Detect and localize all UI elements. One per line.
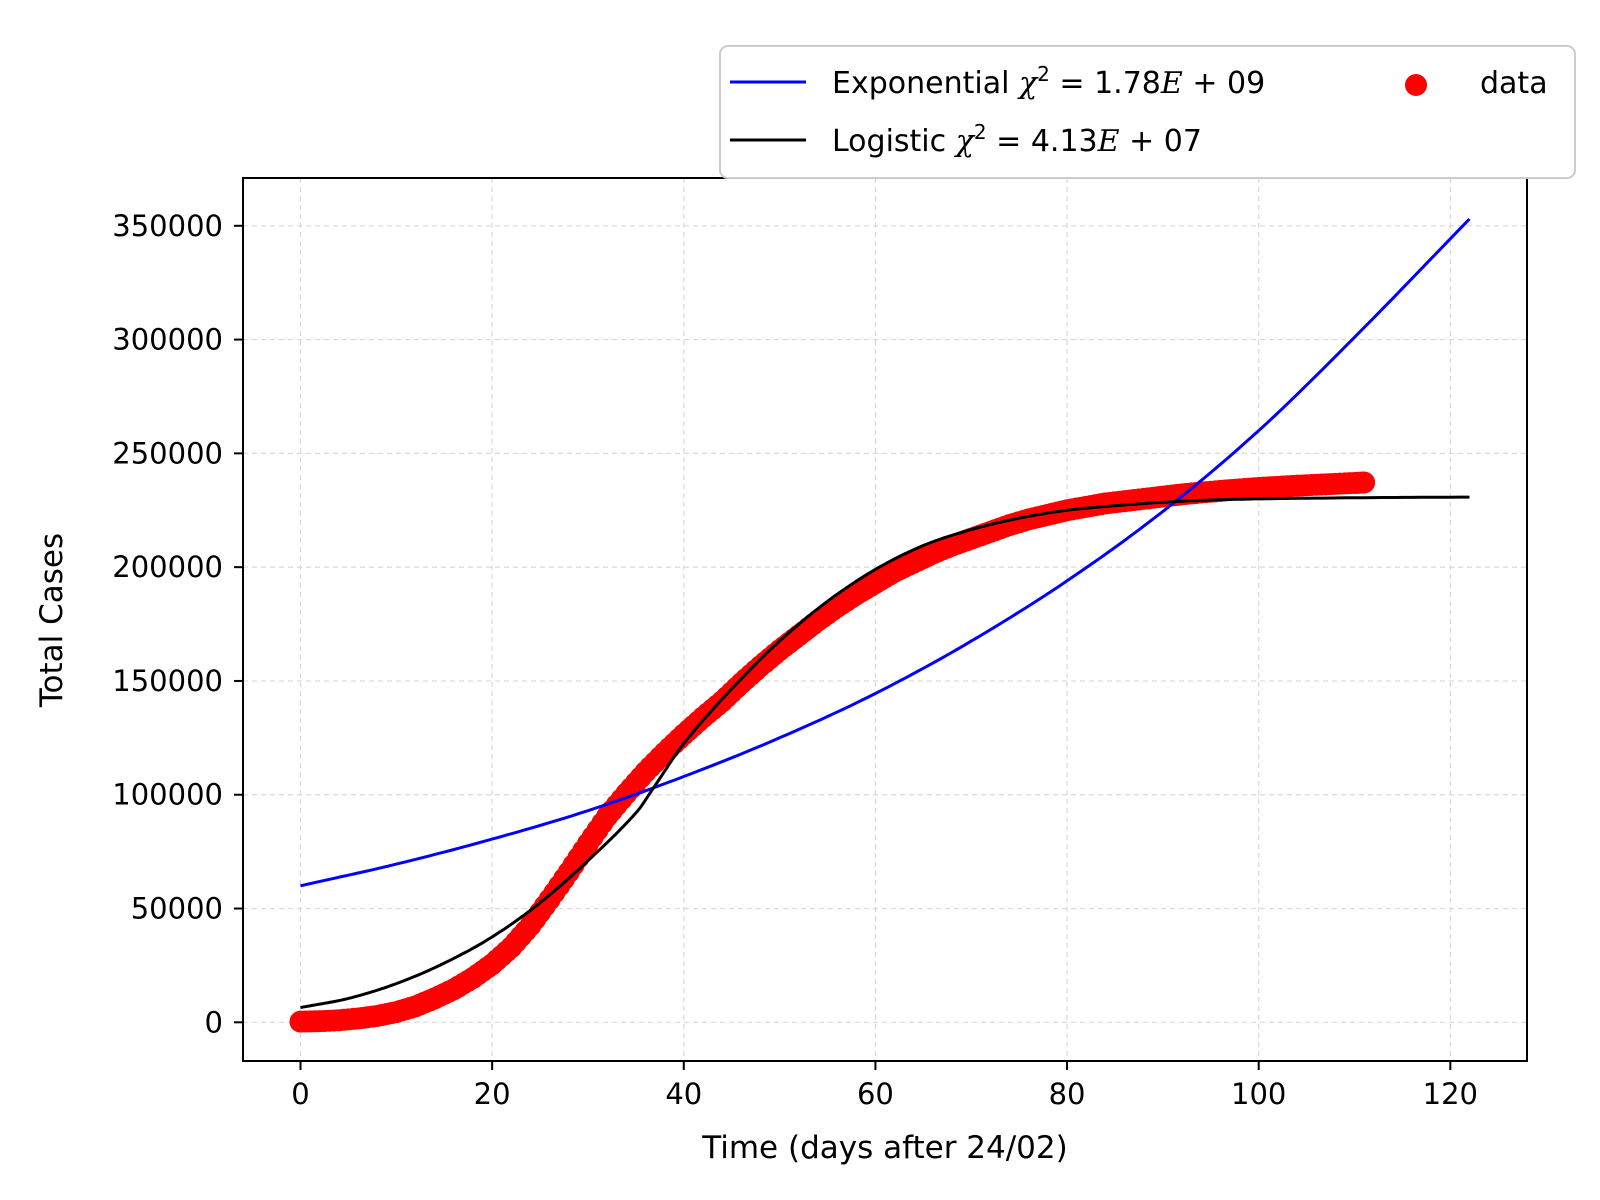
legend: Exponential χ2 = 1.78E + 09 Logistic χ2 … — [719, 45, 1576, 179]
data-point — [1353, 471, 1376, 494]
y-tick-label: 100000 — [112, 778, 223, 812]
series-line-logistic — [300, 495, 1470, 1009]
x-tick-label: 20 — [474, 1077, 511, 1111]
legend-box — [719, 45, 1576, 179]
legend-data-label: data — [1480, 66, 1548, 101]
legend-log-chi-value: 4.13 — [1031, 124, 1098, 159]
y-tick-label: 250000 — [112, 436, 223, 470]
legend-exp-prefix: Exponential — [832, 66, 1019, 101]
plot-background — [243, 178, 1527, 1061]
x-tick-label: 0 — [291, 1077, 309, 1111]
y-tick-label: 300000 — [112, 323, 223, 357]
legend-exp-chi-value: 1.78 — [1094, 66, 1161, 101]
legend-log-prefix: Logistic — [832, 124, 956, 159]
y-tick-label: 150000 — [112, 664, 223, 698]
y-tick-label: 0 — [205, 1005, 223, 1039]
series-layer — [289, 217, 1471, 1033]
x-axis-label: Time (days after 24/02) — [701, 1130, 1067, 1166]
legend-log-chi-exp: 07 — [1164, 124, 1202, 159]
y-axis-label: Total Cases — [34, 533, 70, 708]
x-tick-label: 80 — [1049, 1077, 1086, 1111]
legend-exp-chi-exp: 09 — [1227, 66, 1265, 101]
x-tick-label: 120 — [1423, 1077, 1478, 1111]
y-tick-label: 200000 — [112, 550, 223, 584]
y-tick-label: 350000 — [112, 209, 223, 243]
x-tick-label: 100 — [1231, 1077, 1286, 1111]
ticks: 0 20 40 60 80 100 120 0 50000 100000 150000 200000 2… — [112, 209, 1478, 1111]
legend-exp-label: Exponential χ2 = 1.78E + 09 — [832, 62, 1265, 101]
legend-log-label: Logistic χ2 = 4.13E + 07 — [832, 120, 1202, 159]
legend-data-swatch — [1405, 74, 1427, 96]
x-tick-label: 40 — [665, 1077, 702, 1111]
series-line-exponential — [300, 217, 1471, 888]
x-tick-label: 60 — [857, 1077, 894, 1111]
y-tick-label: 50000 — [131, 892, 223, 926]
